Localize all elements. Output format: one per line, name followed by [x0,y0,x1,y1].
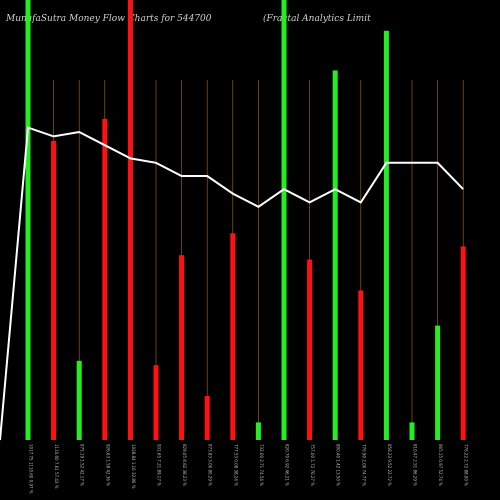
money-flow-line [0,126,464,441]
bar [358,290,364,440]
x-tick-label: 873.83 3.00 80.29 % [208,444,213,486]
x-tick-labels: 1017.75 1110.60 0.97 % 1110.60 7.61 57.43… [29,444,469,494]
bar [230,233,236,440]
x-tick-label: 757.00 1.72 76.27 % [310,444,315,486]
x-tick-label: 777.53 0.08 38.24 % [233,444,238,486]
bar [460,246,466,440]
chart-title-left: MunafaSutra Money Flow Charts for 544700 [6,14,212,24]
x-tick-label: 926.63 1.58 42.36 % [105,444,110,486]
x-tick-label: 858.23 9.52 22.72 % [387,444,392,486]
x-tick-label: 776.90 2.00 74.77 % [361,444,366,486]
x-tick-label: 865.15 0.97 52.74 % [438,444,443,486]
x-tick-label: 732.00 2.71 74.54 % [259,444,264,486]
bar [25,0,31,440]
bar [307,259,313,440]
x-tick-label: 1017.75 1110.60 0.97 % [29,444,34,494]
bar [127,0,133,440]
x-tick-label: 829.05 8.82 38.23 % [182,444,187,486]
x-tick-label: 810.47 2.51 86.29 % [413,444,418,486]
bar [409,422,415,440]
x-tick-label: 800.40 1.42 13.50 % [336,444,341,486]
bar [255,422,261,440]
bar [179,255,185,440]
bar [102,118,108,441]
bars [25,0,466,441]
bar [281,0,287,440]
chart-title-right: (Fractal Analytics Limit [263,14,371,24]
bar [153,365,159,440]
bar [383,30,389,441]
bar [435,325,441,440]
grid-lines [27,80,464,440]
bar [76,360,82,440]
x-tick-label: 875.19 1.52 42.17 % [80,444,85,486]
x-tick-label: 1028.84 1.16 32.86 % [131,444,136,489]
x-tick-label: 931.65 7.21 89.17 % [157,444,162,486]
bar [51,140,57,441]
x-tick-label: 1110.60 7.61 57.43 % [54,444,59,489]
x-tick-label: 820.70 6.92 46.21 % [285,444,290,486]
x-tick-label: 776.22 2.72 88.00 % [464,444,469,486]
bar [332,70,338,441]
bar [204,396,210,440]
